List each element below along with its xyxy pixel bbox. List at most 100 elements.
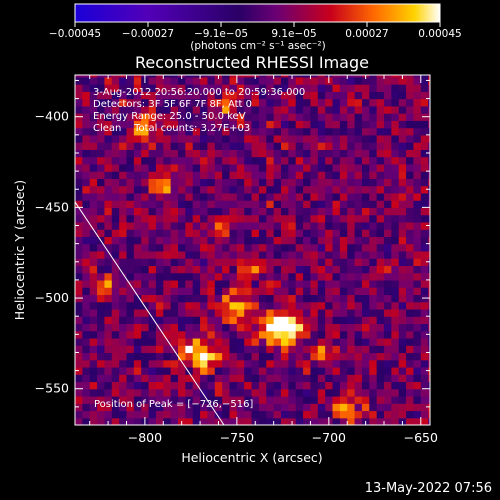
heatmap-cell	[126, 134, 135, 143]
heatmap-cell	[178, 265, 186, 274]
heatmap-cell	[133, 185, 142, 194]
heatmap-cell	[303, 200, 312, 208]
heatmap-cell	[339, 84, 348, 92]
heatmap-cell	[420, 243, 429, 252]
heatmap-cell	[406, 258, 415, 267]
heatmap-cell	[325, 359, 334, 368]
heatmap-cell	[214, 178, 223, 187]
heatmap-cell	[420, 323, 429, 332]
heatmap-cell	[192, 192, 201, 201]
heatmap-cell	[200, 221, 209, 230]
heatmap-cell	[155, 250, 164, 259]
heatmap-cell	[317, 163, 326, 172]
heatmap-cell	[133, 381, 142, 390]
heatmap-cell	[354, 207, 363, 216]
heatmap-cell	[207, 142, 216, 150]
heatmap-cell	[339, 388, 348, 397]
heatmap-cell	[317, 381, 326, 390]
heatmap-cell	[273, 287, 282, 296]
heatmap-cell	[119, 156, 128, 165]
heatmap-cell	[361, 156, 370, 165]
heatmap-cell	[273, 410, 282, 419]
heatmap-cell	[398, 366, 407, 375]
heatmap-cell	[406, 403, 415, 412]
heatmap-cell	[266, 185, 275, 194]
heatmap-cell	[413, 258, 422, 267]
heatmap-cell	[273, 374, 282, 383]
heatmap-cell	[155, 163, 164, 172]
heatmap-cell	[258, 330, 267, 339]
heatmap-cell	[266, 163, 275, 172]
heatmap-cell	[229, 279, 238, 288]
heatmap-cell	[178, 113, 186, 121]
heatmap-cell	[266, 410, 275, 419]
heatmap-cell	[192, 163, 201, 172]
heatmap-cell	[148, 381, 157, 390]
heatmap-cell	[281, 105, 289, 114]
heatmap-cell	[244, 207, 253, 216]
heatmap-cell	[207, 265, 216, 274]
heatmap-cell	[148, 345, 157, 354]
heatmap-cell	[119, 395, 128, 404]
heatmap-cell	[207, 330, 216, 339]
heatmap-cell	[82, 178, 91, 187]
heatmap-cell	[236, 243, 245, 252]
heatmap-cell	[391, 207, 400, 216]
heatmap-cell	[133, 76, 142, 85]
heatmap-cell	[295, 403, 304, 412]
heatmap-cell	[281, 76, 289, 85]
heatmap-cell	[244, 163, 253, 172]
heatmap-cell	[75, 352, 83, 361]
heatmap-cell	[369, 316, 378, 325]
heatmap-cell	[288, 229, 297, 237]
heatmap-cell	[266, 250, 275, 259]
heatmap-cell	[354, 149, 363, 158]
heatmap-cell	[303, 265, 312, 274]
heatmap-cell	[192, 236, 201, 245]
heatmap-cell	[398, 76, 407, 85]
heatmap-cell	[222, 91, 231, 100]
heatmap-cell	[391, 294, 400, 303]
heatmap-cell	[406, 142, 415, 150]
heatmap-cell	[89, 243, 98, 252]
heatmap-cell	[303, 374, 312, 383]
heatmap-cell	[133, 250, 142, 259]
annotation-detectors: Detectors: 3F 5F 6F 7F 8F, Att 0	[93, 99, 252, 110]
heatmap-cell	[207, 214, 216, 223]
heatmap-cell	[332, 359, 341, 368]
heatmap-cell	[244, 272, 253, 281]
heatmap-cell	[303, 91, 312, 100]
heatmap-cell	[251, 149, 260, 158]
heatmap-cell	[192, 84, 201, 92]
heatmap-cell	[170, 330, 179, 339]
heatmap-cell	[244, 243, 253, 252]
heatmap-cell	[273, 76, 282, 85]
heatmap-cell	[170, 403, 179, 412]
heatmap-cell	[178, 178, 186, 187]
heatmap-cell	[384, 105, 392, 114]
heatmap-cell	[303, 76, 312, 85]
heatmap-cell	[273, 221, 282, 230]
heatmap-cell	[354, 243, 363, 252]
heatmap-cell	[192, 214, 201, 223]
heatmap-cell	[236, 374, 245, 383]
heatmap-cell	[148, 374, 157, 383]
heatmap-cell	[281, 337, 289, 346]
heatmap-cell	[413, 316, 422, 325]
heatmap-cell	[229, 221, 238, 230]
heatmap-cell	[273, 395, 282, 404]
annotation-time-range: 3-Aug-2012 20:56:20.000 to 20:59:36.000	[93, 87, 305, 98]
heatmap-cell	[406, 316, 415, 325]
heatmap-cell	[111, 76, 120, 85]
heatmap-cell	[222, 200, 231, 208]
heatmap-cell	[155, 345, 164, 354]
heatmap-cell	[141, 352, 150, 361]
heatmap-cell	[310, 214, 319, 223]
heatmap-cell	[97, 84, 106, 92]
heatmap-cell	[222, 410, 231, 419]
heatmap-cell	[303, 163, 312, 172]
heatmap-cell	[347, 221, 356, 230]
heatmap-cell	[413, 403, 422, 412]
heatmap-cell	[104, 410, 113, 419]
heatmap-cell	[288, 279, 297, 288]
